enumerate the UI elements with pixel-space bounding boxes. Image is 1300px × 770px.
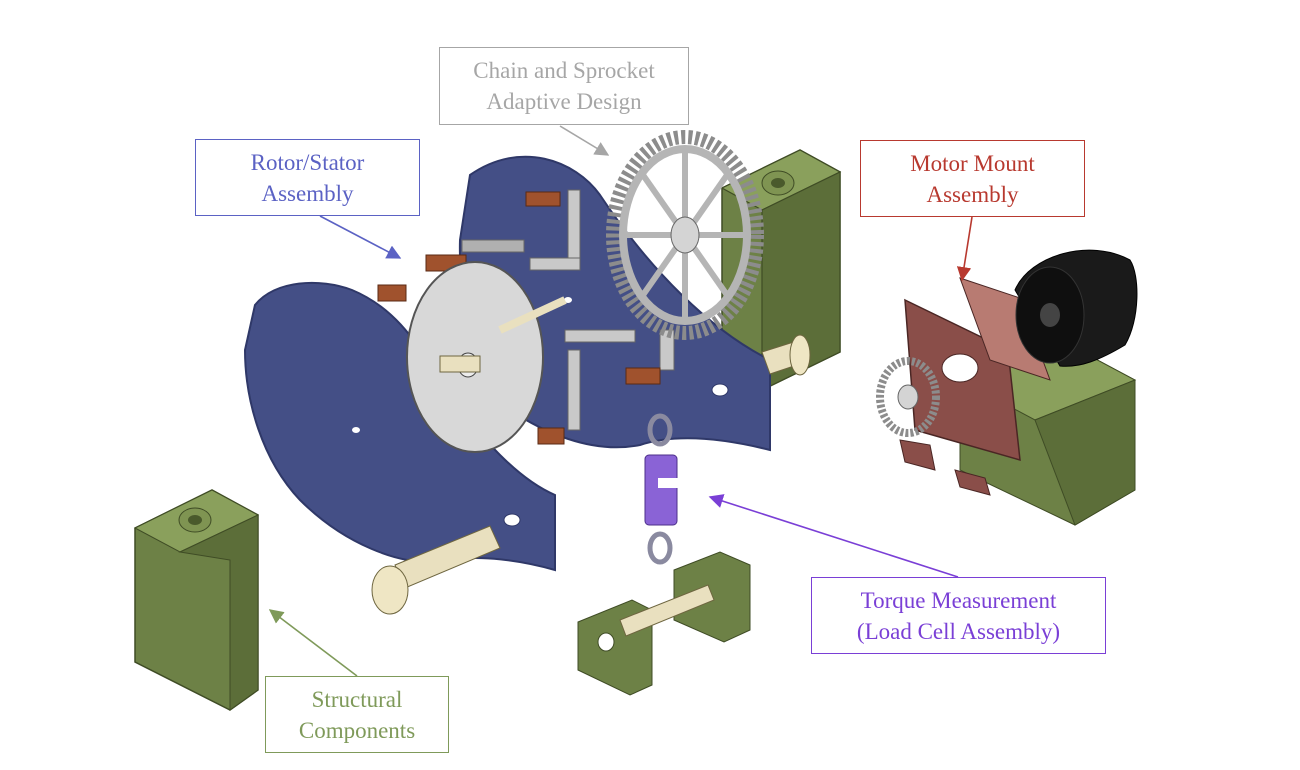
chain-sprocket-label: Chain and Sprocket Adaptive Design (439, 47, 689, 125)
motor-mount-label: Motor Mount Assembly (860, 140, 1085, 217)
structural-components-label-line2: Components (298, 717, 416, 743)
structural-components-label-line1: Structural (311, 686, 403, 712)
sprocket-icon (606, 130, 764, 340)
motor-icon (1014, 249, 1138, 367)
chain-leader-arrow (559, 125, 610, 156)
torque-leader-arrow (708, 494, 959, 578)
motor-leader-arrow (956, 216, 973, 282)
motor-mount-label-line2: Assembly (926, 181, 1019, 207)
load-cell-base (577, 551, 751, 696)
rotor-disk (406, 261, 567, 453)
chain-sprocket-label-line2: Adaptive Design (486, 89, 642, 114)
torque-measurement-label-line1: Torque Measurement (860, 587, 1057, 613)
motor-mount-label-line1: Motor Mount (910, 150, 1035, 176)
stator-brackets (377, 189, 675, 445)
torque-measurement-label: Torque Measurement (Load Cell Assembly) (811, 577, 1106, 654)
load-cell-icon (644, 413, 678, 565)
structural-components-label: Structural Components (265, 676, 449, 753)
rear-shaft (761, 334, 811, 376)
rotor-stator-label-line1: Rotor/Stator (250, 149, 365, 175)
front-plate (243, 281, 556, 572)
rotor-stator-label: Rotor/Stator Assembly (195, 139, 420, 216)
rotor-stator-label-line2: Assembly (261, 180, 354, 206)
rotor-leader-arrow (319, 215, 402, 259)
front-shaft (371, 525, 501, 615)
small-sprocket (876, 357, 940, 437)
torque-measurement-label-line2: (Load Cell Assembly) (856, 618, 1061, 644)
chain-sprocket-label-line1: Chain and Sprocket (473, 58, 655, 83)
left-pillow-block (133, 489, 260, 711)
structural-leader-arrow (268, 609, 358, 677)
pillow-block-icon (720, 149, 842, 391)
